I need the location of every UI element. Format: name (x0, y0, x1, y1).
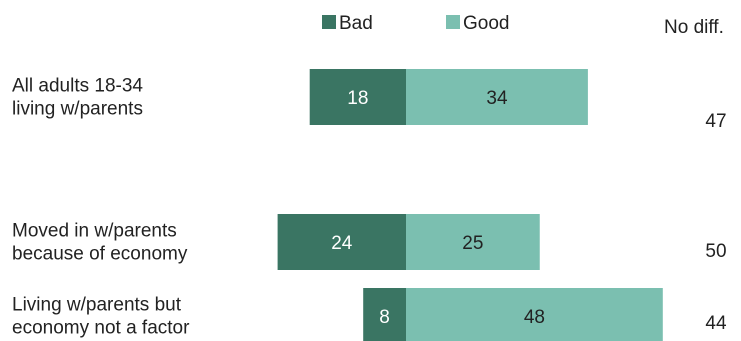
category-label-1-line-1: because of economy (12, 244, 188, 265)
bar-good-1 (406, 214, 540, 270)
category-label-0-line-1: living w/parents (12, 99, 143, 120)
category-label-2-line-0: Living w/parents but (12, 295, 182, 316)
legend-swatch-good (446, 15, 460, 29)
bar-label-bad-2: 8 (379, 307, 390, 328)
category-label-2-line-1: economy not a factor (12, 318, 190, 339)
no-diff-value-0: 47 (705, 111, 726, 132)
legend: Bad Good No diff. (322, 13, 724, 38)
bar-bad-1 (277, 214, 406, 270)
category-label-0-line-0: All adults 18-34 (12, 76, 143, 97)
bar-label-good-0: 34 (486, 88, 508, 109)
category-label-1-line-0: Moved in w/parents (12, 221, 177, 242)
legend-swatch-bad (322, 15, 336, 29)
bar-label-good-1: 25 (462, 233, 483, 254)
bar-label-bad-1: 24 (331, 233, 353, 254)
bar-label-good-2: 48 (524, 307, 545, 328)
bar-bad-2 (363, 288, 406, 341)
no-diff-value-1: 50 (705, 241, 726, 262)
no-diff-value-2: 44 (705, 313, 727, 334)
bar-good-0 (406, 69, 588, 125)
no-diff-header: No diff. (664, 17, 724, 38)
legend-label-bad: Bad (339, 13, 373, 34)
bar-bad-0 (309, 69, 406, 125)
legend-label-good: Good (463, 13, 509, 34)
bar-good-2 (406, 288, 663, 341)
bar-label-bad-0: 18 (347, 88, 368, 109)
